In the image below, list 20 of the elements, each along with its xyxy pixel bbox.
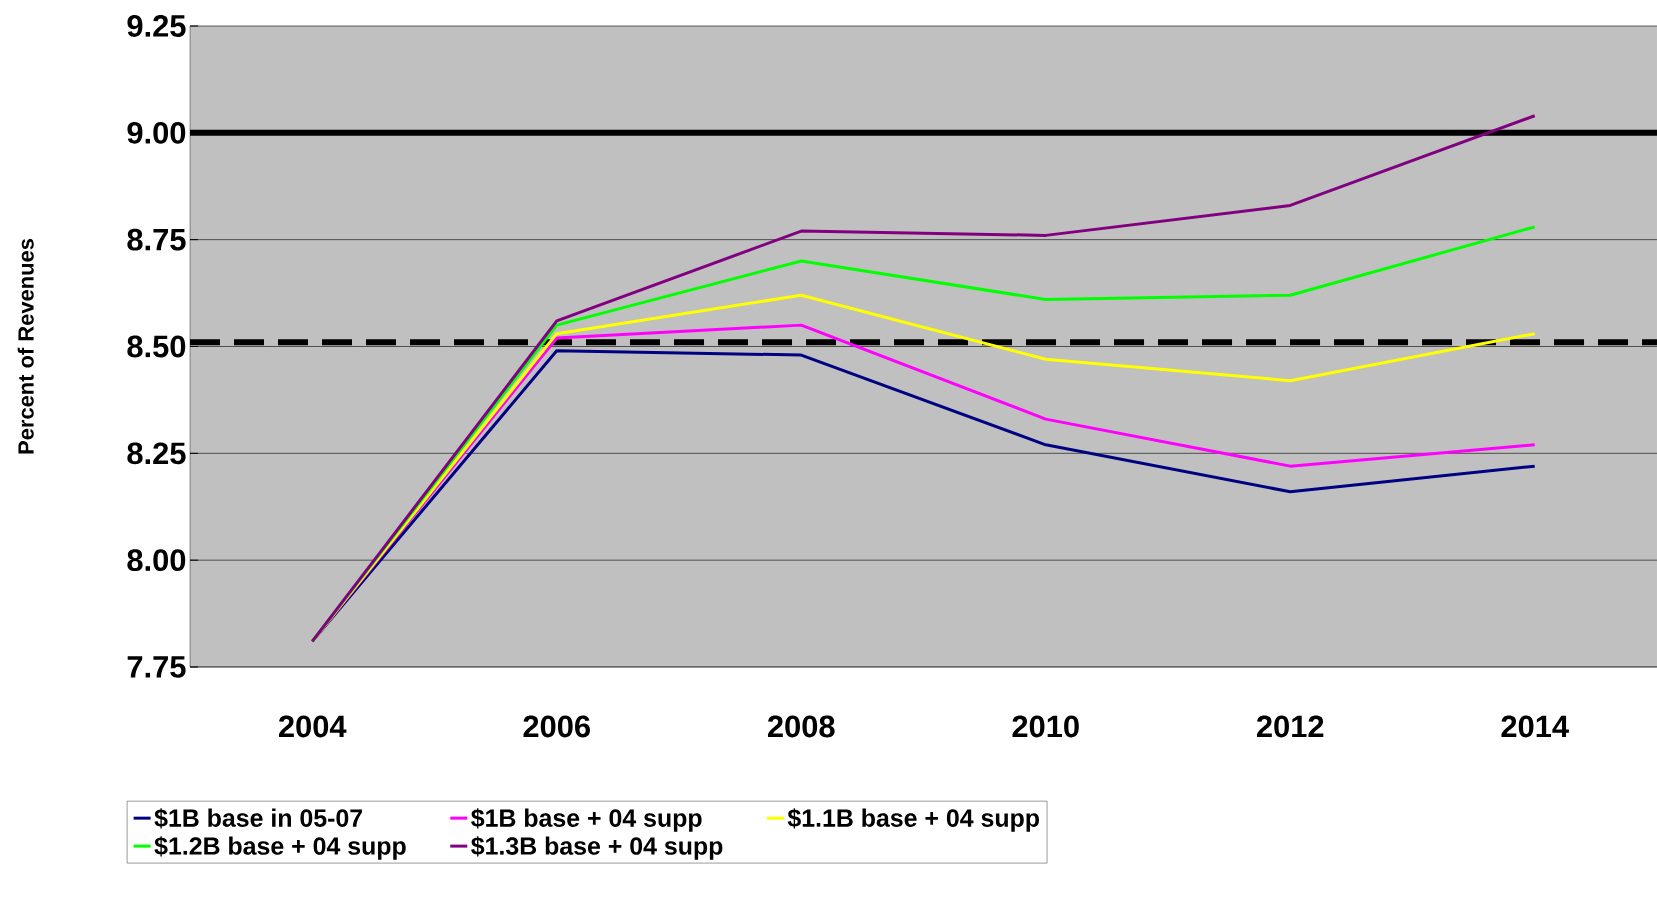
legend-label: $1.3B base + 04 supp	[471, 836, 723, 860]
y-tick-label: 9.00	[127, 121, 186, 144]
x-tick-label: 2006	[523, 715, 590, 738]
y-tick-label: 9.25	[127, 15, 186, 37]
y-tick-label: 8.25	[127, 442, 186, 465]
legend-label: $1.2B base + 04 supp	[154, 836, 406, 860]
x-tick-label: 2010	[1012, 715, 1079, 738]
line-series	[310, 114, 1537, 643]
legend-label: $1B base + 04 supp	[471, 808, 702, 832]
y-tick-label: 8.75	[127, 228, 186, 251]
legend-label: $1.1B base + 04 supp	[787, 808, 1039, 832]
x-tick-label: 2004	[278, 715, 347, 738]
y-tick-label: 8.00	[127, 549, 186, 572]
y-tick-label: 8.50	[127, 335, 186, 358]
x-tick-label: 2014	[1501, 715, 1569, 738]
x-tick-label: 2012	[1256, 715, 1324, 738]
legend-label: $1B base in 05-07	[154, 808, 363, 829]
x-tick-label: 2008	[767, 715, 835, 738]
y-tick-label: 7.75	[127, 656, 186, 678]
y-axis-title: Percent of Revenues	[17, 239, 34, 454]
